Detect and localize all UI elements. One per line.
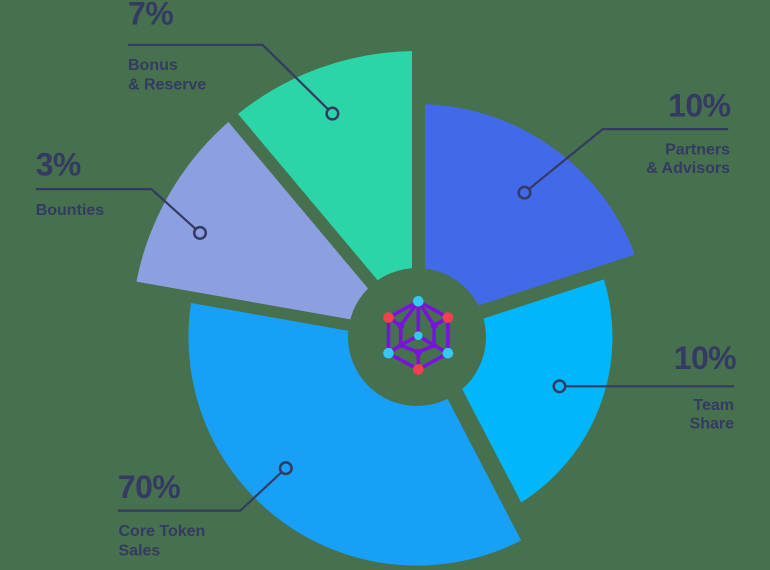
svg-text:Bounties: Bounties: [36, 202, 105, 219]
svg-text:& Advisors: & Advisors: [646, 160, 730, 177]
svg-text:Bonus: Bonus: [128, 57, 178, 74]
svg-text:70%: 70%: [118, 469, 180, 505]
svg-text:Team: Team: [693, 397, 734, 414]
svg-text:Core Token: Core Token: [119, 523, 206, 540]
svg-text:Share: Share: [690, 416, 735, 433]
svg-text:Sales: Sales: [119, 542, 161, 559]
svg-text:10%: 10%: [668, 88, 730, 124]
svg-text:Partners: Partners: [665, 142, 730, 159]
svg-text:10%: 10%: [674, 340, 736, 376]
svg-text:3%: 3%: [36, 147, 81, 183]
svg-text:& Reserve: & Reserve: [128, 76, 206, 93]
svg-text:7%: 7%: [128, 0, 173, 32]
